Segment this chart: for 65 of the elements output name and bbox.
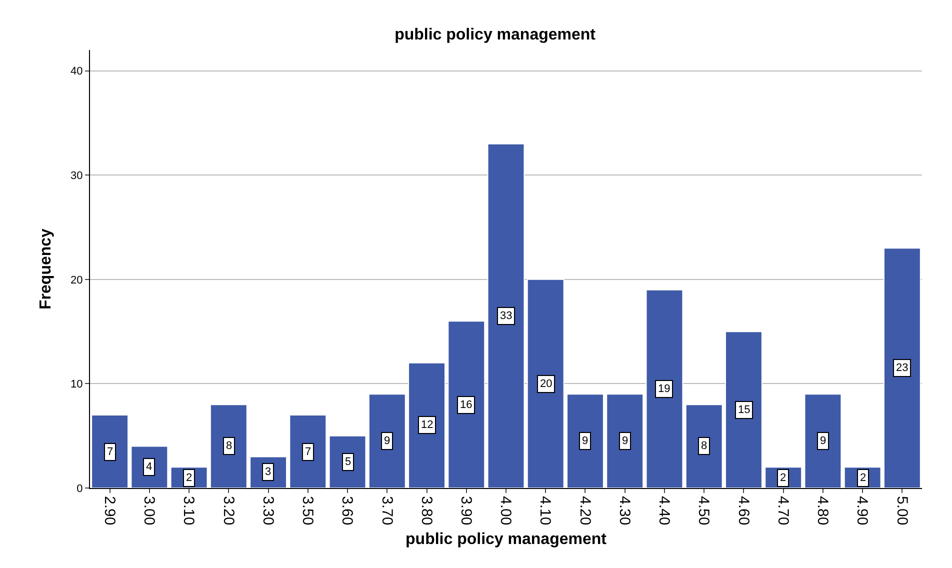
bar bbox=[91, 414, 129, 488]
bar bbox=[646, 289, 684, 488]
x-tick-label: 4.30 bbox=[616, 496, 633, 526]
y-tick-label: 10 bbox=[70, 378, 83, 391]
x-tick-label: 4.90 bbox=[854, 496, 871, 526]
bar bbox=[408, 362, 446, 488]
x-tick-label: 3.70 bbox=[378, 496, 396, 526]
data-label: 2 bbox=[186, 472, 192, 484]
data-label: 9 bbox=[622, 435, 628, 447]
x-tick-label: 3.30 bbox=[259, 496, 276, 526]
bar bbox=[210, 404, 248, 488]
data-label: 5 bbox=[345, 456, 352, 468]
x-tick-label: 3.00 bbox=[140, 496, 158, 526]
x-tick-label: 4.10 bbox=[536, 496, 554, 526]
data-label: 3 bbox=[265, 466, 272, 478]
x-tick-label: 3.10 bbox=[180, 496, 198, 526]
data-label: 15 bbox=[738, 404, 750, 416]
bar bbox=[804, 394, 842, 488]
x-axis-title: public policy management bbox=[406, 530, 608, 548]
data-label: 4 bbox=[146, 461, 152, 473]
bar bbox=[487, 143, 525, 488]
data-label: 7 bbox=[305, 446, 312, 458]
x-tick-label: 4.60 bbox=[734, 496, 752, 526]
data-label: 23 bbox=[896, 362, 908, 374]
data-label: 8 bbox=[226, 440, 232, 452]
bar bbox=[566, 394, 604, 488]
y-tick-label: 20 bbox=[70, 274, 83, 286]
bar bbox=[448, 320, 486, 488]
bar bbox=[368, 394, 406, 488]
bar bbox=[526, 278, 564, 488]
data-label: 9 bbox=[820, 435, 826, 447]
data-label: 12 bbox=[421, 419, 434, 431]
x-tick-label: 4.20 bbox=[576, 496, 594, 526]
bar bbox=[685, 404, 723, 488]
chart-title: public policy management bbox=[394, 26, 596, 44]
x-tick-label: 4.00 bbox=[497, 496, 514, 526]
x-tick-label: 4.80 bbox=[814, 496, 832, 526]
bar bbox=[724, 331, 762, 488]
x-tick-label: 3.20 bbox=[220, 496, 237, 526]
y-axis-title: Frequency bbox=[37, 228, 54, 310]
data-label: 2 bbox=[860, 472, 866, 484]
x-tick-label: 3.50 bbox=[299, 496, 316, 526]
bar bbox=[883, 248, 921, 488]
y-tick-label: 30 bbox=[70, 170, 83, 182]
x-tick-label: 3.90 bbox=[458, 496, 475, 526]
bar bbox=[289, 414, 327, 488]
x-tick-label: 4.40 bbox=[656, 496, 673, 526]
x-tick-label: 4.50 bbox=[695, 496, 712, 526]
y-tick-label: 40 bbox=[70, 66, 83, 78]
data-label: 9 bbox=[582, 435, 588, 447]
data-label: 7 bbox=[107, 446, 114, 458]
bar bbox=[606, 394, 644, 488]
x-tick-label: 5.00 bbox=[893, 496, 910, 526]
y-tick-label: 0 bbox=[76, 482, 83, 495]
data-label: 19 bbox=[658, 383, 670, 395]
x-tick-label: 4.70 bbox=[774, 496, 792, 526]
data-label: 9 bbox=[384, 435, 390, 447]
data-label: 16 bbox=[460, 399, 472, 411]
data-label: 33 bbox=[500, 310, 512, 322]
data-label: 2 bbox=[780, 472, 786, 484]
x-tick-label: 2.90 bbox=[100, 496, 118, 526]
data-label: 20 bbox=[540, 378, 552, 390]
data-label: 8 bbox=[701, 440, 708, 452]
x-tick-label: 3.60 bbox=[338, 496, 356, 526]
x-tick-label: 3.80 bbox=[418, 496, 435, 526]
